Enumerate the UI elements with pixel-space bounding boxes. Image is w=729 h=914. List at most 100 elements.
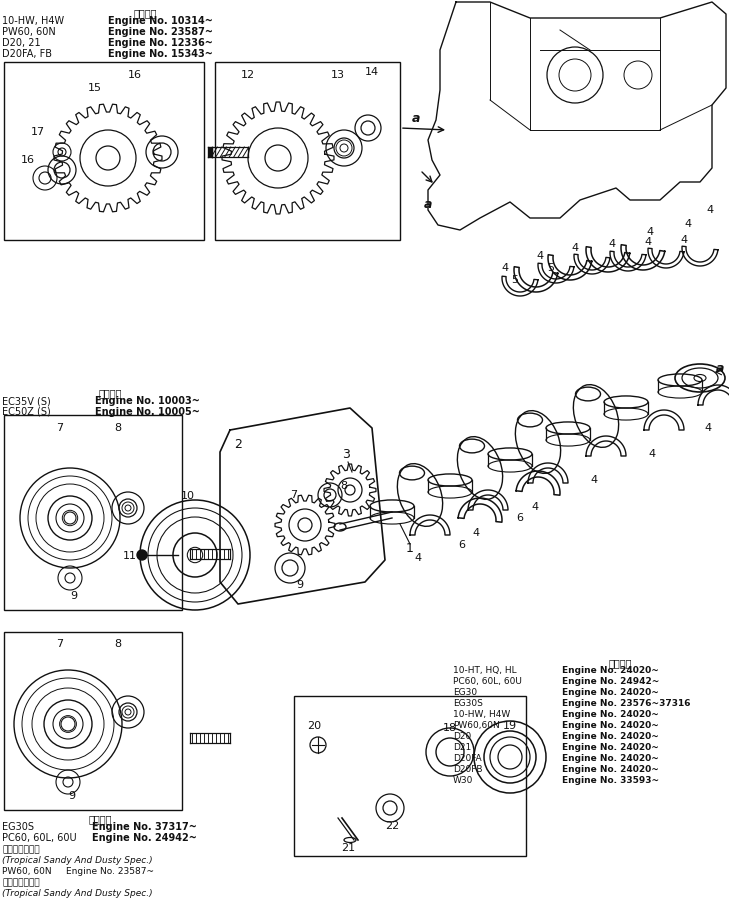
Text: EC50Z (S): EC50Z (S) [2,407,51,417]
Text: a: a [412,112,420,124]
Text: D20FA, FB: D20FA, FB [2,49,52,59]
Text: PW60, 60N     Engine No. 23587~: PW60, 60N Engine No. 23587~ [2,867,154,876]
Text: 20: 20 [307,721,321,731]
Text: Engine No. 24020~: Engine No. 24020~ [562,765,659,774]
Text: 7: 7 [290,490,297,500]
Text: 7: 7 [56,639,63,649]
Text: 15: 15 [88,83,102,93]
Bar [4,415,182,610]
Text: D21: D21 [453,743,471,752]
Text: 6: 6 [517,513,523,523]
Text: 18: 18 [443,723,457,733]
Text: Engine No. 24020~: Engine No. 24020~ [562,754,659,763]
Text: 21: 21 [341,843,355,853]
Text: Engine No. 24020~: Engine No. 24020~ [562,732,659,741]
Bar [4,632,182,810]
Text: 4: 4 [531,502,539,512]
Text: 热带沙尘地仕样: 热带沙尘地仕样 [2,845,39,854]
Text: 16: 16 [128,70,142,80]
Text: PW60,60N: PW60,60N [453,721,500,730]
Text: 4: 4 [680,235,687,245]
Text: (Tropical Sandy And Dusty Spec.): (Tropical Sandy And Dusty Spec.) [2,889,152,898]
Text: 4: 4 [647,227,654,237]
Text: Engine No. 23576~37316: Engine No. 23576~37316 [562,699,690,708]
Text: Engine No. 12336~: Engine No. 12336~ [108,38,213,48]
Text: 適用號码: 適用號码 [608,658,632,668]
Text: 適用號码: 適用號码 [98,388,122,398]
Text: 10-HW, H4W: 10-HW, H4W [2,16,64,26]
Text: Engine No. 10005~: Engine No. 10005~ [95,407,200,417]
Text: 4: 4 [572,243,579,253]
Text: Engine No. 24942~: Engine No. 24942~ [562,677,659,686]
Text: Engine No. 10314~: Engine No. 10314~ [108,16,213,26]
Text: EG30S: EG30S [2,822,34,832]
Text: 3: 3 [342,449,350,462]
Text: Engine No. 15343~: Engine No. 15343~ [108,49,213,59]
Text: Engine No. 24020~: Engine No. 24020~ [562,743,659,752]
Text: D20: D20 [453,732,471,741]
Text: 22: 22 [385,821,399,831]
Text: 5: 5 [512,275,518,285]
Text: D20FA: D20FA [453,754,482,763]
Text: Engine No. 24020~: Engine No. 24020~ [562,721,659,730]
Text: 4: 4 [704,423,712,433]
Bar [215,62,400,240]
Text: 17: 17 [31,127,45,137]
Text: Engine No. 24020~: Engine No. 24020~ [562,688,659,697]
Bar [294,696,526,856]
Text: 9: 9 [297,580,303,590]
Text: 16: 16 [21,155,35,165]
Text: 14: 14 [365,67,379,77]
Text: 1: 1 [406,541,414,555]
Text: EC35V (S): EC35V (S) [2,396,51,406]
Text: EG30: EG30 [453,688,477,697]
Text: 4: 4 [502,263,509,273]
Text: Engine No. 24942~: Engine No. 24942~ [92,833,197,843]
Text: 10: 10 [181,491,195,501]
Text: 4: 4 [415,553,421,563]
Text: 9: 9 [71,591,77,601]
Text: 10-HT, HQ, HL: 10-HT, HQ, HL [453,666,517,675]
Text: EG30S: EG30S [453,699,483,708]
Text: 8: 8 [340,481,348,491]
Text: 4: 4 [537,251,544,261]
Text: Engine No. 10003~: Engine No. 10003~ [95,396,200,406]
Text: 適用號码: 適用號码 [133,8,157,18]
Text: 11: 11 [123,551,137,561]
Text: a: a [424,198,432,211]
Text: Engine No. 24020~: Engine No. 24020~ [562,666,659,675]
Text: a: a [716,362,724,375]
Text: 13: 13 [331,70,345,80]
Text: PC60, 60L, 60U: PC60, 60L, 60U [453,677,522,686]
Text: Engine No. 24020~: Engine No. 24020~ [562,710,659,719]
Text: D20, 21: D20, 21 [2,38,41,48]
Text: 4: 4 [609,239,615,249]
Text: 4: 4 [590,475,598,485]
Text: 2: 2 [234,439,242,452]
Text: 8: 8 [114,423,122,433]
Text: 4: 4 [648,449,655,459]
Text: 4: 4 [644,237,652,247]
Text: Engine No. 23587~: Engine No. 23587~ [108,27,213,37]
Text: 12: 12 [241,70,255,80]
Text: 6: 6 [459,540,466,550]
Circle shape [137,550,147,560]
Text: 19: 19 [503,721,517,731]
Text: 10-HW, H4W: 10-HW, H4W [453,710,510,719]
Text: D20FB: D20FB [453,765,483,774]
Text: PW60, 60N: PW60, 60N [2,27,55,37]
Text: 9: 9 [69,791,76,801]
Text: 8: 8 [114,639,122,649]
Text: 4: 4 [472,528,480,538]
Text: 適用號码: 適用號码 [88,814,112,824]
Text: PC60, 60L, 60U: PC60, 60L, 60U [2,833,77,843]
Text: Engine No. 33593~: Engine No. 33593~ [562,776,659,785]
Text: 5: 5 [547,263,555,273]
Text: 4: 4 [685,219,692,229]
Text: (Tropical Sandy And Dusty Spec.): (Tropical Sandy And Dusty Spec.) [2,856,152,865]
Text: 热带沙尘地仕样: 热带沙尘地仕样 [2,878,39,887]
Text: 7: 7 [56,423,63,433]
Text: Engine No. 37317~: Engine No. 37317~ [92,822,197,832]
Text: W30: W30 [453,776,473,785]
Text: 4: 4 [706,205,714,215]
